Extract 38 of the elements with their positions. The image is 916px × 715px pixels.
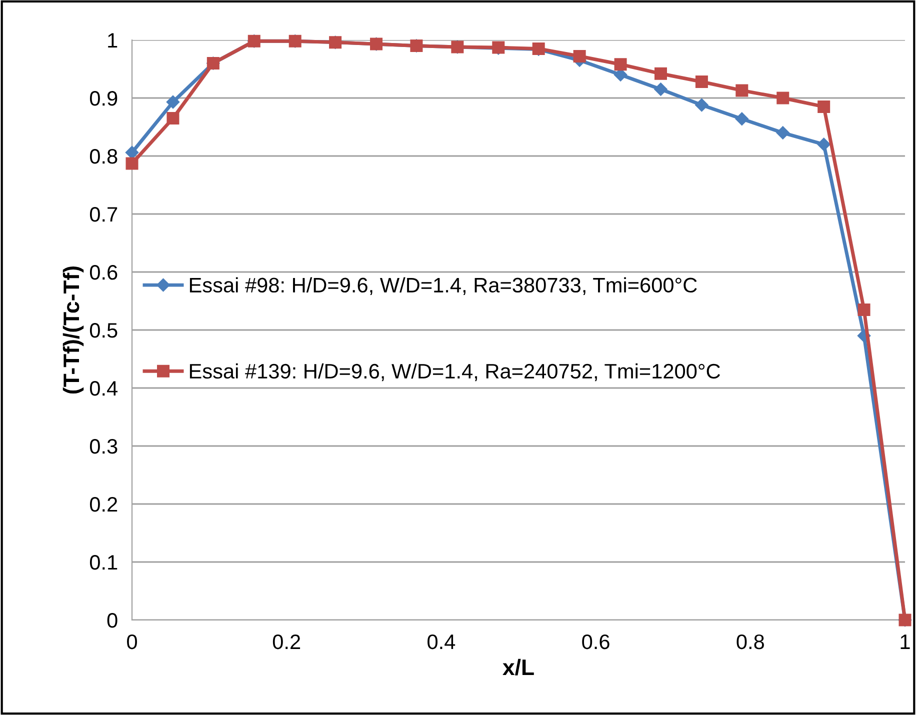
point xyxy=(695,76,708,88)
point xyxy=(654,67,667,80)
point xyxy=(126,157,138,170)
point xyxy=(736,84,748,97)
y-tick-label: 0.8 xyxy=(90,149,118,164)
point xyxy=(125,146,139,160)
y-axis-title: (T-Tf)/(Tc-Tf) xyxy=(62,266,84,394)
x-tick-label: 0.4 xyxy=(428,634,456,650)
x-tick-label: 0.6 xyxy=(582,634,610,650)
point xyxy=(166,95,180,109)
x-tick-label: 0.2 xyxy=(272,634,300,650)
point xyxy=(654,82,668,96)
x-tick-label: 1 xyxy=(900,634,910,649)
point xyxy=(776,126,790,140)
point xyxy=(695,98,708,112)
y-tick-label: 0 xyxy=(107,613,118,628)
point xyxy=(614,58,627,71)
point xyxy=(817,138,830,151)
y-tick-label: 1 xyxy=(108,33,118,48)
y-tick-label: 0.3 xyxy=(90,439,118,454)
x-tick-label: 0.8 xyxy=(736,634,764,650)
y-tick-label: 0.2 xyxy=(90,497,118,512)
y-tick-label: 0.6 xyxy=(90,265,118,280)
point xyxy=(735,112,748,126)
point xyxy=(818,100,830,113)
x-tick-label: 0 xyxy=(127,634,137,650)
y-tick-label: 0.5 xyxy=(90,323,118,338)
point xyxy=(573,50,586,62)
legend-label: Essai #139: H/D=9.6, W/D=1.4, Ra=240752, Tmi=1200°C xyxy=(190,363,720,382)
x-axis-title: x/L xyxy=(502,658,534,676)
point xyxy=(166,112,180,125)
point xyxy=(858,303,870,316)
y-tick-label: 0.7 xyxy=(90,207,118,222)
point xyxy=(776,92,790,104)
y-tick-label: 0.1 xyxy=(90,555,118,570)
legend-label: Essai #98: H/D=9.6, W/D=1.4, Ra=380733, Tmi=600°C xyxy=(190,277,697,296)
y-tick-label: 0.9 xyxy=(90,91,118,106)
y-tick-label: 0.4 xyxy=(90,381,118,396)
